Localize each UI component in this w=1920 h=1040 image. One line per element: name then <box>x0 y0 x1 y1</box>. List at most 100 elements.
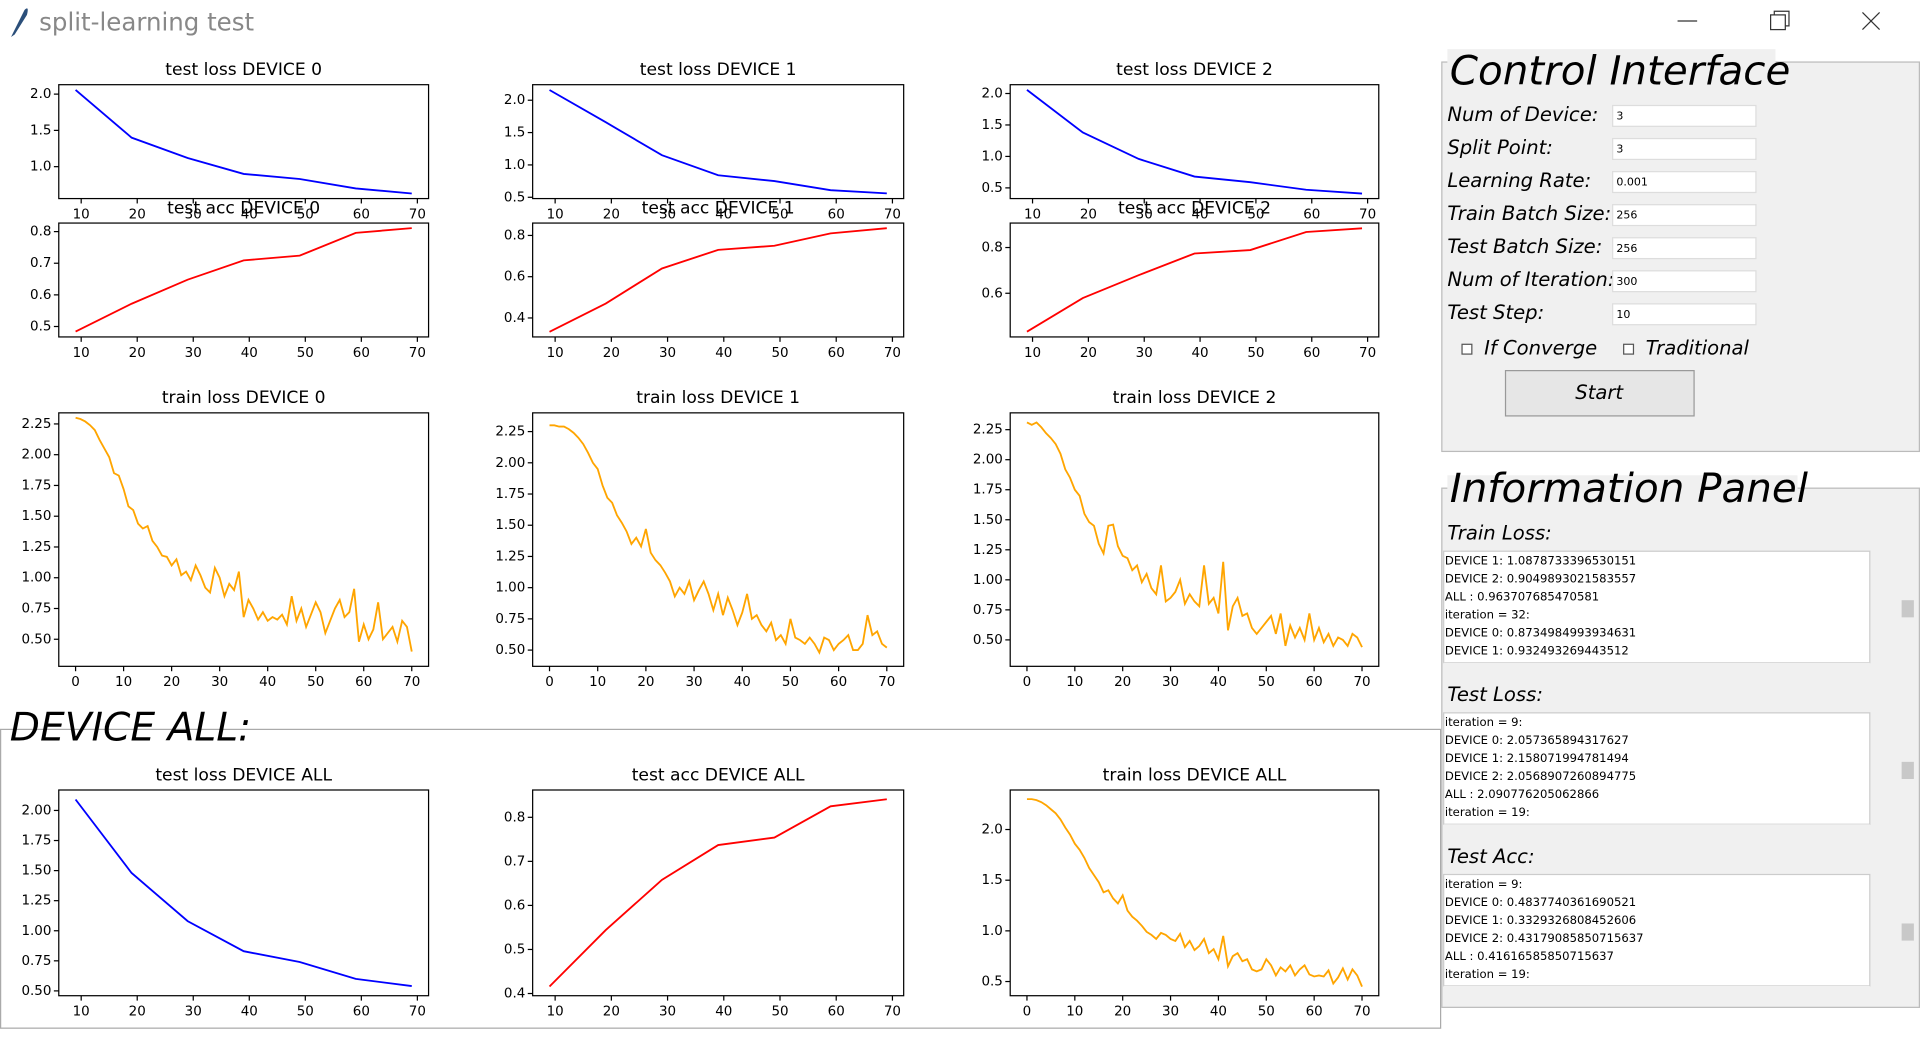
x-tick-label: 30 <box>185 1005 202 1020</box>
field-input[interactable] <box>1612 171 1757 194</box>
y-tick-label: 0.5 <box>981 181 1002 196</box>
x-tick-label: 40 <box>1192 346 1209 361</box>
info-title: Information Panel <box>1450 464 1809 512</box>
y-tick-label: 2.00 <box>21 448 51 463</box>
v-scroll-thumb[interactable] <box>1901 761 1914 779</box>
window-title: split-learning test <box>39 7 254 36</box>
section-title: Test Acc: <box>1447 845 1534 868</box>
x-tick-label: 10 <box>1066 675 1083 690</box>
x-tick-label: 70 <box>884 207 901 222</box>
x-tick-label: 60 <box>828 207 845 222</box>
y-tick-label: 0.50 <box>495 643 525 658</box>
log-box <box>1443 873 1871 987</box>
data-line <box>75 416 413 652</box>
x-tick-label: 10 <box>547 346 564 361</box>
x-tick-label: 70 <box>1353 1005 1370 1020</box>
x-tick-label: 40 <box>715 346 732 361</box>
field-label: Num of Iteration: <box>1447 268 1614 291</box>
y-tick-label: 1.50 <box>21 864 51 879</box>
x-tick-label: 40 <box>715 1005 732 1020</box>
h-scrollbar[interactable] <box>1443 662 1870 675</box>
y-tick-label: 2.00 <box>495 456 525 471</box>
x-tick-label: 10 <box>73 346 90 361</box>
checkbox[interactable] <box>1461 343 1473 355</box>
x-tick-label: 40 <box>241 207 258 222</box>
axes-frame <box>58 789 430 997</box>
y-tick-label: 1.5 <box>981 118 1002 133</box>
x-tick-label: 20 <box>1114 675 1131 690</box>
x-tick-label: 40 <box>241 346 258 361</box>
close-button[interactable] <box>1862 12 1881 31</box>
x-tick-label: 10 <box>547 1005 564 1020</box>
y-tick-label: 0.8 <box>504 228 525 243</box>
start-button[interactable] <box>1504 370 1695 417</box>
x-tick-label: 10 <box>1024 207 1041 222</box>
field-label: Learning Rate: <box>1447 169 1591 192</box>
field-input[interactable] <box>1612 137 1757 160</box>
y-tick-label: 0.6 <box>981 286 1002 301</box>
x-tick-label: 50 <box>1247 207 1264 222</box>
x-tick-label: 70 <box>1353 675 1370 690</box>
log-line: DEVICE 1: 1.0878733396530151 <box>1445 554 1636 568</box>
maximize-icon-back <box>1773 10 1790 27</box>
h-scrollbar[interactable] <box>1443 824 1870 837</box>
data-line <box>1026 89 1363 195</box>
log-line: ALL : 0.41616585850715637 <box>1445 949 1614 963</box>
field-input[interactable] <box>1612 270 1757 293</box>
maximize-button[interactable] <box>1770 10 1790 31</box>
y-tick-label: 1.50 <box>21 509 51 524</box>
data-line <box>74 89 412 195</box>
field-label: Num of Device: <box>1447 103 1598 126</box>
x-tick-label: 30 <box>659 207 676 222</box>
app-icon <box>11 8 28 37</box>
info-sections: Train Loss: DEVICE 1: 1.0878733396530151 D… <box>1443 522 1918 999</box>
chart-title: train loss DEVICE ALL <box>1103 765 1287 785</box>
y-tick-label: 0.50 <box>21 984 51 999</box>
x-tick-label: 10 <box>73 1005 90 1020</box>
checkbox[interactable] <box>1623 343 1635 355</box>
x-tick-label: 0 <box>71 675 80 690</box>
field-input[interactable] <box>1612 204 1757 227</box>
x-tick-label: 30 <box>659 1005 676 1020</box>
maximize-icon <box>1770 14 1786 31</box>
axes-frame <box>58 412 430 667</box>
chart-title: test acc DEVICE ALL <box>632 765 805 785</box>
field-label: Train Batch Size: <box>1447 202 1611 225</box>
y-tick-label: 0.75 <box>21 601 51 616</box>
v-scroll-thumb[interactable] <box>1901 923 1914 941</box>
y-tick-label: 0.8 <box>30 225 51 240</box>
y-tick-label: 1.50 <box>495 518 525 533</box>
x-tick-label: 60 <box>355 675 372 690</box>
x-tick-label: 60 <box>1303 207 1320 222</box>
section-title: Test Loss: <box>1447 683 1543 706</box>
y-tick-label: 0.75 <box>21 954 51 969</box>
start-button-label: Start <box>1575 381 1624 404</box>
x-tick-label: 50 <box>782 675 799 690</box>
x-tick-label: 40 <box>734 675 751 690</box>
x-tick-label: 70 <box>409 207 426 222</box>
x-tick-label: 20 <box>637 675 654 690</box>
y-tick-label: 1.25 <box>973 543 1003 558</box>
field-input[interactable] <box>1612 104 1757 127</box>
y-tick-label: 1.25 <box>21 894 51 909</box>
axes-frame <box>1009 789 1380 997</box>
y-tick-label: 2.00 <box>21 803 51 818</box>
field-input[interactable] <box>1612 237 1757 260</box>
y-tick-label: 2.25 <box>21 417 51 432</box>
y-tick-label: 1.75 <box>21 834 51 849</box>
log-line: DEVICE 2: 2.0568907260894775 <box>1445 769 1636 783</box>
y-tick-label: 1.50 <box>973 513 1003 528</box>
section-title: Train Loss: <box>1447 522 1551 545</box>
h-scrollbar[interactable] <box>1443 985 1870 999</box>
x-tick-label: 70 <box>1359 207 1376 222</box>
x-tick-label: 40 <box>1210 1005 1227 1020</box>
y-tick-label: 0.8 <box>504 810 525 825</box>
x-tick-label: 50 <box>771 207 788 222</box>
y-tick-label: 1.0 <box>981 924 1002 939</box>
x-tick-label: 40 <box>241 1005 258 1020</box>
field-input[interactable] <box>1612 303 1757 326</box>
chart-title: train loss DEVICE 0 <box>162 388 326 408</box>
x-tick-label: 70 <box>409 346 426 361</box>
v-scroll-thumb[interactable] <box>1901 600 1914 618</box>
field-label: Test Batch Size: <box>1447 235 1602 258</box>
